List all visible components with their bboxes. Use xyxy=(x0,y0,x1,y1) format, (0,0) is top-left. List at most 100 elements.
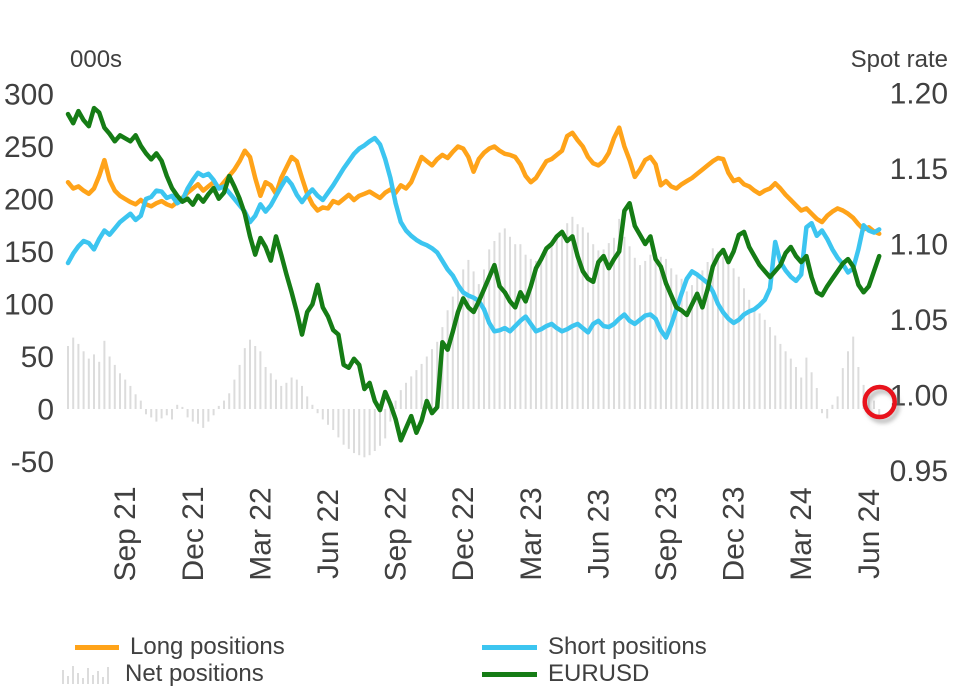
red-circle-annotation xyxy=(862,384,897,420)
net-bar xyxy=(483,269,485,409)
x-tick-label: Dec 23 xyxy=(718,486,751,581)
net-bar xyxy=(826,409,829,419)
net-bar xyxy=(212,409,215,416)
net-bar xyxy=(129,385,132,409)
net-bar xyxy=(82,351,85,410)
x-tick-label: Sep 23 xyxy=(650,486,683,581)
right-axis-ticks: 1.20 1.15 1.10 1.05 1.00 0.95 xyxy=(890,78,948,489)
net-bar xyxy=(831,404,834,409)
net-bar xyxy=(815,388,818,409)
net-bar xyxy=(243,348,246,409)
net-bar xyxy=(732,268,735,409)
series-line xyxy=(65,125,882,236)
net-bar xyxy=(779,343,782,409)
net-bar xyxy=(77,343,80,409)
net-bar xyxy=(467,259,470,409)
net-icon-bar xyxy=(102,677,104,684)
x-tick-label: Jun 24 xyxy=(853,489,886,579)
legend-label-short: Short positions xyxy=(548,633,707,660)
net-bar xyxy=(503,228,506,409)
net-bar xyxy=(857,367,860,409)
net-bar xyxy=(394,400,397,409)
net-bar xyxy=(165,409,168,416)
x-axis-ticks: Sep 21 Dec 21 Mar 22 Jun 22 Sep 22 Dec 22 Mar … xyxy=(109,486,886,581)
net-bar xyxy=(124,379,127,409)
net-bar xyxy=(186,409,189,418)
net-bar xyxy=(805,357,808,409)
left-tick-label: 50 xyxy=(21,341,54,374)
net-bar xyxy=(602,249,605,409)
series-line xyxy=(65,135,882,340)
net-bar xyxy=(399,390,402,409)
net-bar xyxy=(706,262,709,409)
net-icon-bar xyxy=(87,668,89,684)
net-bar xyxy=(576,224,579,409)
net-bar xyxy=(821,409,823,414)
x-tick-label: Mar 22 xyxy=(244,487,277,580)
net-bar xyxy=(493,241,496,409)
net-bar xyxy=(228,393,231,410)
legend-label-net: Net positions xyxy=(125,660,264,687)
net-icon-bar xyxy=(82,678,84,684)
net-icon-bar xyxy=(107,667,109,684)
short-positions-line-swatch xyxy=(482,644,537,650)
net-bar xyxy=(685,291,688,409)
net-bar xyxy=(748,299,751,409)
net-bar xyxy=(550,245,553,409)
net-bar xyxy=(717,251,719,409)
net-bar xyxy=(587,232,589,409)
net-bar xyxy=(545,251,548,409)
net-bar xyxy=(113,364,116,409)
left-tick-label: 300 xyxy=(4,79,54,112)
net-bar xyxy=(566,223,569,409)
net-bar xyxy=(87,358,90,409)
net-positions-bars-icon xyxy=(62,666,109,684)
net-bar xyxy=(810,372,813,410)
net-bar xyxy=(373,409,376,451)
net-bar xyxy=(618,218,621,409)
net-icon-bar xyxy=(97,671,99,684)
net-bar xyxy=(223,400,225,409)
net-bar xyxy=(633,257,636,409)
net-bar xyxy=(72,337,75,409)
net-bar xyxy=(290,377,293,409)
net-bar xyxy=(379,409,381,446)
net-bar xyxy=(425,356,428,409)
net-bar xyxy=(737,276,740,409)
left-tick-label: 250 xyxy=(4,131,54,164)
net-bar xyxy=(160,409,163,419)
net-bar xyxy=(176,404,179,409)
net-bar xyxy=(841,368,844,409)
x-tick-label: Mar 23 xyxy=(515,487,548,580)
net-bar xyxy=(535,260,537,409)
net-bar xyxy=(561,229,563,409)
net-bar xyxy=(753,308,756,409)
net-bar xyxy=(155,409,158,422)
net-bar xyxy=(311,404,314,409)
net-bar xyxy=(327,409,329,425)
net-bar xyxy=(519,244,522,409)
net-bar xyxy=(93,354,95,409)
x-tick-label: Jun 23 xyxy=(582,489,615,579)
net-bar xyxy=(353,409,355,454)
net-bar xyxy=(332,409,335,430)
net-bar xyxy=(145,409,147,415)
legend-item-net: Net positions xyxy=(62,660,264,688)
legend-item-eurusd: EURUSD xyxy=(482,660,649,688)
net-bar xyxy=(524,254,527,409)
right-tick-label: 1.00 xyxy=(890,380,948,413)
right-tick-label: 1.10 xyxy=(890,229,948,262)
net-bar xyxy=(405,382,407,410)
net-bar xyxy=(758,313,761,409)
net-bar xyxy=(295,379,298,409)
net-bar xyxy=(696,276,699,409)
x-tick-label: Jun 22 xyxy=(312,489,345,579)
net-bar xyxy=(139,400,142,409)
net-bar xyxy=(285,382,288,410)
net-bar xyxy=(259,351,262,410)
net-bar xyxy=(597,250,600,409)
net-bar xyxy=(197,409,199,424)
net-bar xyxy=(836,396,839,409)
net-bar xyxy=(711,248,714,409)
